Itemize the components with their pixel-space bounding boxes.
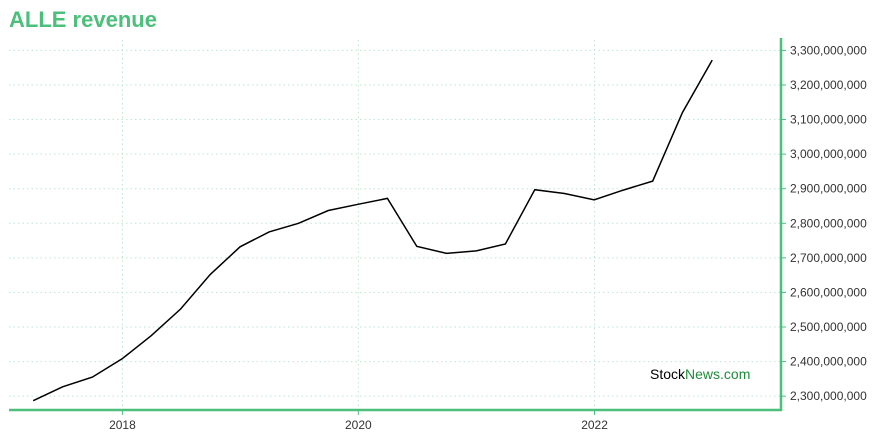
x-tick-label-2: 2022 xyxy=(581,418,608,432)
grid-lines xyxy=(9,40,781,410)
y-tick-label-6: 2,900,000,000 xyxy=(790,182,867,196)
x-tick-label-0: 2018 xyxy=(109,418,136,432)
axes xyxy=(9,38,783,412)
watermark-stock: Stock xyxy=(650,366,686,382)
y-tick-label-10: 3,300,000,000 xyxy=(790,43,867,57)
y-tick-label-8: 3,100,000,000 xyxy=(790,113,867,127)
y-tick-label-7: 3,000,000,000 xyxy=(790,147,867,161)
y-tick-label-9: 3,200,000,000 xyxy=(790,78,867,92)
y-axis-ticks: 2,300,000,000 2,400,000,000 2,500,000,000 2… xyxy=(781,43,867,403)
y-tick-label-0: 2,300,000,000 xyxy=(790,389,867,403)
x-axis-ticks: 2018 2020 2022 xyxy=(109,410,608,432)
y-tick-label-1: 2,400,000,000 xyxy=(790,355,867,369)
chart-title: ALLE revenue xyxy=(9,7,157,32)
x-tick-label-1: 2020 xyxy=(345,418,372,432)
y-tick-label-2: 2,500,000,000 xyxy=(790,320,867,334)
series-line xyxy=(32,59,713,402)
watermark-news: News.com xyxy=(685,366,750,382)
watermark: StockNews.com xyxy=(650,366,750,382)
y-tick-label-3: 2,600,000,000 xyxy=(790,285,867,299)
y-tick-label-5: 2,800,000,000 xyxy=(790,216,867,230)
y-tick-label-4: 2,700,000,000 xyxy=(790,251,867,265)
